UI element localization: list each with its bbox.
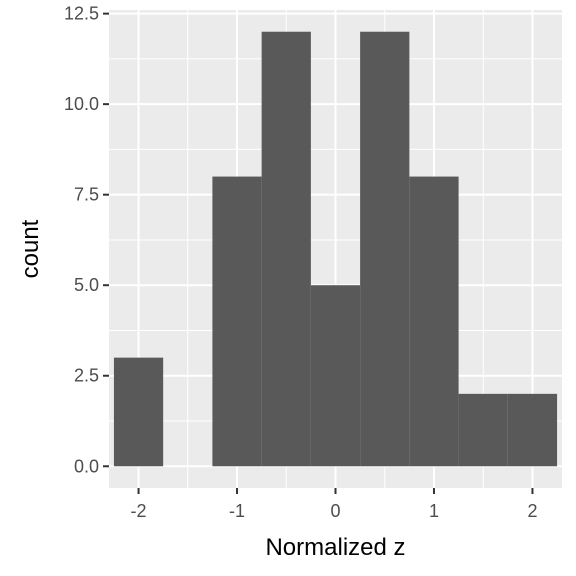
y-tick-label: 0.0: [74, 456, 99, 476]
histogram-bar: [212, 176, 262, 467]
x-tick-label: -1: [229, 501, 245, 521]
histogram-bars: [113, 31, 558, 467]
y-tick-label: 5.0: [74, 275, 99, 295]
y-axis-title: count: [17, 219, 44, 278]
histogram-bar: [360, 31, 410, 467]
x-tick-label: -2: [131, 501, 147, 521]
y-tick-label: 2.5: [74, 366, 99, 386]
histogram-bar: [458, 393, 508, 467]
y-tick-label: 12.5: [64, 4, 99, 24]
histogram-bar: [261, 31, 311, 467]
histogram-bar: [113, 357, 164, 467]
histogram-bar: [507, 393, 558, 467]
x-tick-label: 0: [330, 501, 340, 521]
x-axis-title: Normalized z: [265, 534, 405, 561]
x-tick-label: 2: [527, 501, 537, 521]
histogram-bar: [409, 176, 459, 467]
y-axis: 0.0 2.5 5.0 7.5 10.0 12.5: [64, 4, 109, 476]
y-tick-label: 10.0: [64, 94, 99, 114]
y-tick-label: 7.5: [74, 185, 99, 205]
x-axis: -2 -1 0 1 2: [131, 488, 537, 521]
x-tick-label: 1: [429, 501, 439, 521]
histogram-bar: [310, 285, 361, 467]
